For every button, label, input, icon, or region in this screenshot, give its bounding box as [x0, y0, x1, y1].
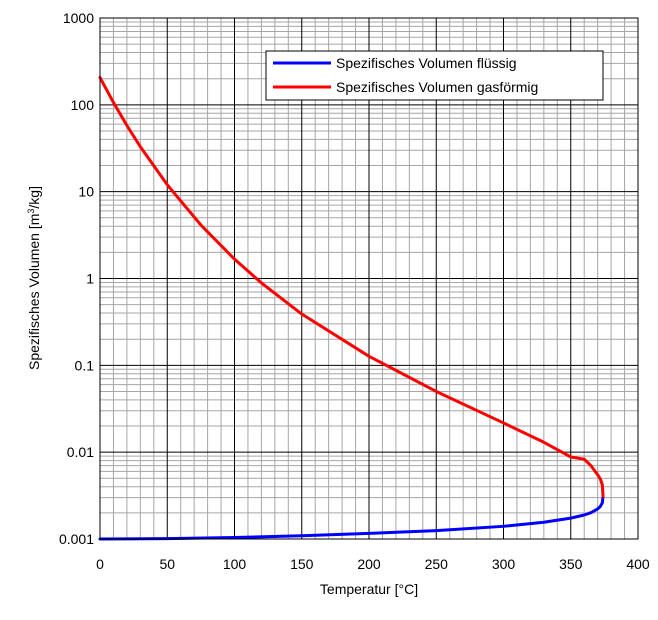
series-line-gasfoermig — [98, 76, 605, 498]
x-tick-label: 250 — [425, 556, 449, 572]
y-axis-label-superscript: 3 — [26, 209, 36, 214]
series-line-fluessig — [98, 494, 605, 541]
y-tick-label: 0.01 — [67, 444, 94, 460]
y-tick-label: 0.001 — [59, 531, 94, 547]
y-tick-labels: 0.001 0.01 0.1 1 10 100 1000 — [59, 10, 94, 547]
legend-box — [265, 50, 604, 101]
legend: Spezifisches Volumen flüssig Spezifische… — [265, 50, 604, 101]
y-axis-label-unit: /kg] — [26, 186, 42, 209]
x-tick-labels: 0 50 100 150 200 250 300 350 400 — [96, 556, 650, 572]
y-axis-label-main: Spezifisches Volumen [m — [26, 214, 42, 370]
x-tick-label: 400 — [626, 556, 650, 572]
y-axis-label: Spezifisches Volumen [m3/kg] — [26, 186, 42, 370]
y-tick-label: 100 — [71, 97, 95, 113]
y-tick-label: 1 — [86, 271, 94, 287]
plot-frame — [99, 17, 639, 540]
legend-label-fluessig: Spezifisches Volumen flüssig — [336, 55, 517, 71]
y-tick-label: 10 — [78, 184, 94, 200]
x-axis-label: Temperatur [°C] — [320, 581, 418, 597]
legend-label-gasfoermig: Spezifisches Volumen gasförmig — [336, 79, 538, 95]
x-tick-label: 100 — [223, 556, 247, 572]
y-tick-label: 0.1 — [75, 357, 95, 373]
x-tick-label: 150 — [290, 556, 314, 572]
series-layer — [98, 76, 605, 541]
x-tick-label: 200 — [357, 556, 381, 572]
x-tick-label: 350 — [559, 556, 583, 572]
x-tick-label: 50 — [159, 556, 175, 572]
x-tick-label: 0 — [96, 556, 104, 572]
y-tick-label: 1000 — [63, 10, 94, 26]
x-tick-label: 300 — [492, 556, 516, 572]
